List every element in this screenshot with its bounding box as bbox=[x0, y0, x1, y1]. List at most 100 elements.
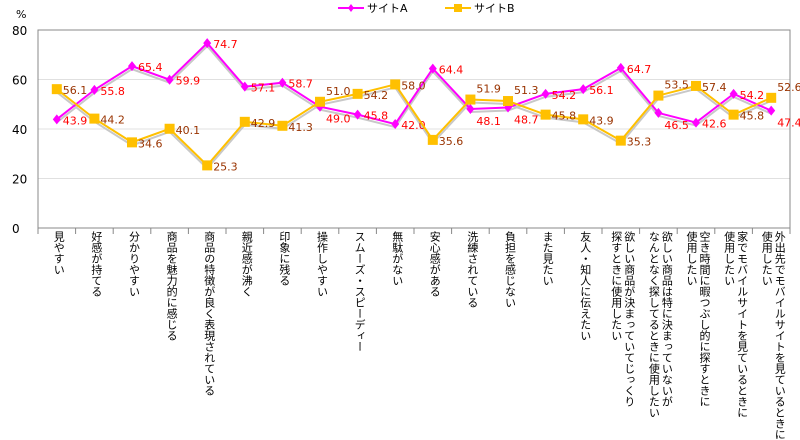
data-label: 57.1 bbox=[251, 82, 275, 95]
data-label: 45.8 bbox=[740, 110, 765, 123]
data-label: 34.6 bbox=[138, 137, 163, 150]
data-label: 56.1 bbox=[63, 84, 88, 97]
data-label: 42.9 bbox=[251, 117, 275, 130]
data-point bbox=[353, 109, 362, 120]
x-category-label: 好感が持てる bbox=[89, 231, 103, 297]
data-point bbox=[540, 109, 551, 120]
data-label: 54.2 bbox=[740, 89, 765, 102]
data-label: 42.6 bbox=[702, 118, 727, 131]
x-category-label: 友人・知人に伝えたい bbox=[578, 231, 592, 341]
data-point bbox=[278, 77, 287, 88]
data-point bbox=[766, 92, 777, 103]
data-label: 59.9 bbox=[176, 75, 201, 88]
data-point bbox=[427, 134, 438, 145]
x-category-label: 欲しい商品は特に決まっていないが なんとなく探してるときに使用したい bbox=[647, 231, 674, 418]
x-category-label: 親近感が沸く bbox=[240, 231, 254, 297]
data-point bbox=[239, 116, 250, 127]
data-label: 25.3 bbox=[213, 160, 238, 173]
data-point bbox=[691, 80, 701, 91]
data-point bbox=[541, 88, 550, 99]
data-label: 40.1 bbox=[176, 124, 201, 137]
x-category-label: 印象に残る bbox=[277, 231, 291, 286]
data-label: 56.1 bbox=[589, 84, 614, 97]
x-category-label: 負担を感じない bbox=[503, 231, 517, 308]
x-category-label: 安心感がある bbox=[428, 231, 442, 297]
x-category-label: 外出先でモバイルサイトを見ているときに 使用したい bbox=[760, 231, 787, 440]
data-label: 49.0 bbox=[326, 113, 351, 126]
x-category-label: 家でモバイルサイトを見ているときに 使用したい bbox=[722, 231, 749, 418]
x-category-label: 見やすい bbox=[52, 231, 66, 275]
data-point bbox=[128, 61, 136, 72]
y-tick-label: 80 bbox=[12, 24, 27, 38]
data-point bbox=[579, 84, 588, 95]
data-point bbox=[767, 105, 776, 116]
data-label: 54.2 bbox=[552, 89, 577, 102]
series-shadow bbox=[56, 44, 772, 129]
data-point bbox=[578, 114, 589, 125]
data-label: 55.8 bbox=[100, 85, 125, 98]
x-category-label: 無駄がない bbox=[390, 231, 404, 286]
x-category-label: 操作しやすい bbox=[315, 231, 329, 297]
data-label: 64.4 bbox=[439, 64, 464, 77]
data-label: 41.3 bbox=[288, 121, 313, 134]
data-point bbox=[203, 38, 212, 49]
data-point bbox=[90, 84, 99, 95]
x-category-label: 空き時間に暇つぶし的に探すときに 使用したい bbox=[685, 231, 711, 407]
data-point bbox=[729, 88, 738, 99]
data-label: 42.0 bbox=[401, 119, 426, 132]
data-point bbox=[277, 120, 288, 131]
data-point bbox=[390, 79, 401, 90]
series-line-b bbox=[56, 83, 772, 167]
x-category-label: 欲しい商品が決まっていてじっくり 探すときに使用したい bbox=[609, 231, 636, 407]
data-label: 64.7 bbox=[627, 63, 652, 76]
data-point bbox=[89, 113, 100, 124]
data-label: 54.2 bbox=[364, 89, 389, 102]
data-point bbox=[615, 135, 626, 146]
data-point bbox=[428, 63, 437, 74]
data-label: 35.6 bbox=[439, 135, 464, 148]
data-point bbox=[654, 107, 663, 118]
data-label: 44.2 bbox=[100, 114, 125, 127]
data-label: 52.6 bbox=[777, 81, 800, 94]
legend-marker-icon bbox=[348, 4, 354, 12]
data-point bbox=[240, 81, 249, 92]
data-label: 48.1 bbox=[476, 115, 501, 128]
data-label: 51.0 bbox=[326, 85, 351, 98]
data-point bbox=[465, 94, 476, 105]
data-label: 45.8 bbox=[552, 110, 577, 123]
data-label: 43.9 bbox=[589, 114, 614, 127]
y-tick-label: 20 bbox=[12, 173, 27, 187]
y-tick-label: 0 bbox=[12, 222, 20, 236]
legend-label: サイトA bbox=[367, 2, 408, 15]
data-label: 43.9 bbox=[63, 114, 88, 127]
data-point bbox=[653, 90, 664, 101]
data-point bbox=[728, 109, 739, 120]
data-point bbox=[127, 137, 137, 148]
legend-label: サイトB bbox=[474, 2, 515, 15]
x-category-label: 分かりやすい bbox=[127, 231, 141, 297]
data-point bbox=[51, 84, 62, 95]
data-point bbox=[391, 119, 400, 130]
y-tick-label: 60 bbox=[12, 74, 27, 88]
x-category-label: 洗練されている bbox=[465, 231, 479, 308]
data-point bbox=[165, 74, 174, 85]
data-label: 51.3 bbox=[514, 84, 539, 97]
legend-marker-icon bbox=[454, 4, 462, 12]
y-axis-label: % bbox=[16, 8, 26, 21]
data-label: 51.9 bbox=[476, 83, 501, 96]
x-category-label: 商品の特徴が良く表現されている bbox=[202, 231, 216, 396]
data-label: 74.7 bbox=[213, 38, 238, 51]
data-point bbox=[202, 160, 213, 171]
data-label: 47.4 bbox=[777, 117, 800, 130]
data-point bbox=[692, 117, 700, 128]
y-tick-label: 40 bbox=[12, 123, 27, 137]
data-point bbox=[164, 123, 175, 134]
x-category-label: スムーズ・スピーディー bbox=[353, 231, 367, 352]
data-label: 46.5 bbox=[664, 119, 689, 132]
x-category-label: また見たい bbox=[541, 231, 555, 286]
data-label: 58.7 bbox=[288, 78, 313, 91]
data-label: 65.4 bbox=[138, 61, 163, 74]
data-label: 45.8 bbox=[364, 110, 389, 123]
data-point bbox=[52, 114, 61, 125]
